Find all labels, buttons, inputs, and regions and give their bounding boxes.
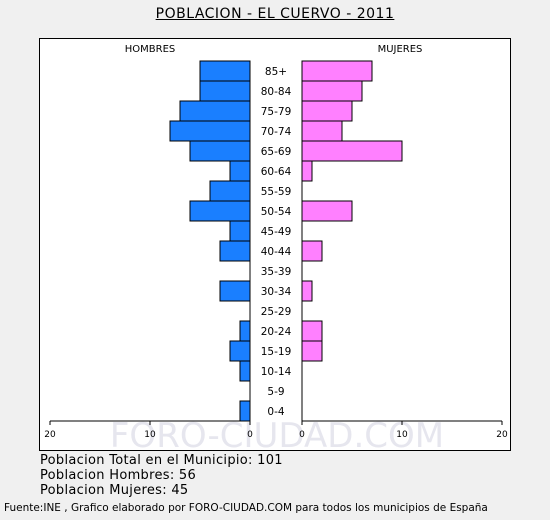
age-label-40-44: 40-44 (261, 246, 292, 258)
women-bar-15-19 (301, 340, 323, 362)
age-label-80-84: 80-84 (261, 86, 292, 98)
age-label-25-29: 25-29 (261, 306, 292, 318)
men-bar-0-4 (239, 400, 251, 422)
men-bar-10-14 (239, 360, 251, 382)
women-tick-20: 20 (496, 430, 508, 440)
age-label-20-24: 20-24 (261, 326, 292, 338)
age-label-45-49: 45-49 (261, 226, 292, 238)
age-label-30-34: 30-34 (261, 286, 292, 298)
source-footer: Fuente:INE , Grafico elaborado por FORO-… (4, 502, 488, 514)
women-bar-30-34 (301, 280, 313, 302)
men-bar-70-74 (169, 120, 251, 142)
age-label-10-14: 10-14 (261, 366, 292, 378)
men-bar-15-19 (229, 340, 251, 362)
women-bar-50-54 (301, 200, 353, 222)
men-bar-55-59 (209, 180, 251, 202)
total-population: Poblacion Total en el Municipio: 101 (40, 453, 283, 468)
age-label-0-4: 0-4 (267, 406, 284, 418)
age-label-50-54: 50-54 (261, 206, 292, 218)
women-bar-65-69 (301, 140, 403, 162)
age-label-60-64: 60-64 (261, 166, 292, 178)
women-bar-60-64 (301, 160, 313, 182)
age-label-75-79: 75-79 (261, 106, 292, 118)
men-bar-20-24 (239, 320, 251, 342)
women-label: MUJERES (378, 44, 423, 55)
age-label-65-69: 65-69 (261, 146, 292, 158)
men-bar-40-44 (219, 240, 251, 262)
men-bar-65-69 (189, 140, 251, 162)
men-tick-10: 10 (144, 430, 156, 440)
women-bar-40-44 (301, 240, 323, 262)
women-bar-85+ (301, 60, 373, 82)
men-label: HOMBRES (125, 44, 176, 55)
women-population: Poblacion Mujeres: 45 (40, 483, 189, 498)
men-population: Poblacion Hombres: 56 (40, 468, 197, 483)
men-bar-30-34 (219, 280, 251, 302)
women-bar-80-84 (301, 80, 363, 102)
women-tick-0: 0 (299, 430, 305, 440)
watermark: FORO-CIUDAD.COM (110, 416, 444, 452)
women-bar-20-24 (301, 320, 323, 342)
age-label-35-39: 35-39 (261, 266, 292, 278)
men-bar-60-64 (229, 160, 251, 182)
men-tick-20: 20 (44, 430, 56, 440)
men-tick-0: 0 (247, 430, 253, 440)
age-label-15-19: 15-19 (261, 346, 292, 358)
men-bar-85+ (199, 60, 251, 82)
age-label-85+: 85+ (265, 66, 287, 78)
men-bar-50-54 (189, 200, 251, 222)
age-label-55-59: 55-59 (261, 186, 292, 198)
women-bar-75-79 (301, 100, 353, 122)
men-bar-45-49 (229, 220, 251, 242)
men-bar-80-84 (199, 80, 251, 102)
men-bar-75-79 (179, 100, 251, 122)
population-pyramid-chart: FORO-CIUDAD.COM HOMBRES MUJERES 85+ 80-84 75-… (44, 44, 508, 452)
chart-panel: FORO-CIUDAD.COM HOMBRES MUJERES 85+ 80-84 75-… (39, 38, 511, 452)
chart-title: POBLACION - EL CUERVO - 2011 (155, 6, 395, 22)
age-label-5-9: 5-9 (267, 386, 284, 398)
women-tick-10: 10 (396, 430, 408, 440)
age-label-70-74: 70-74 (261, 126, 292, 138)
women-bar-70-74 (301, 120, 343, 142)
